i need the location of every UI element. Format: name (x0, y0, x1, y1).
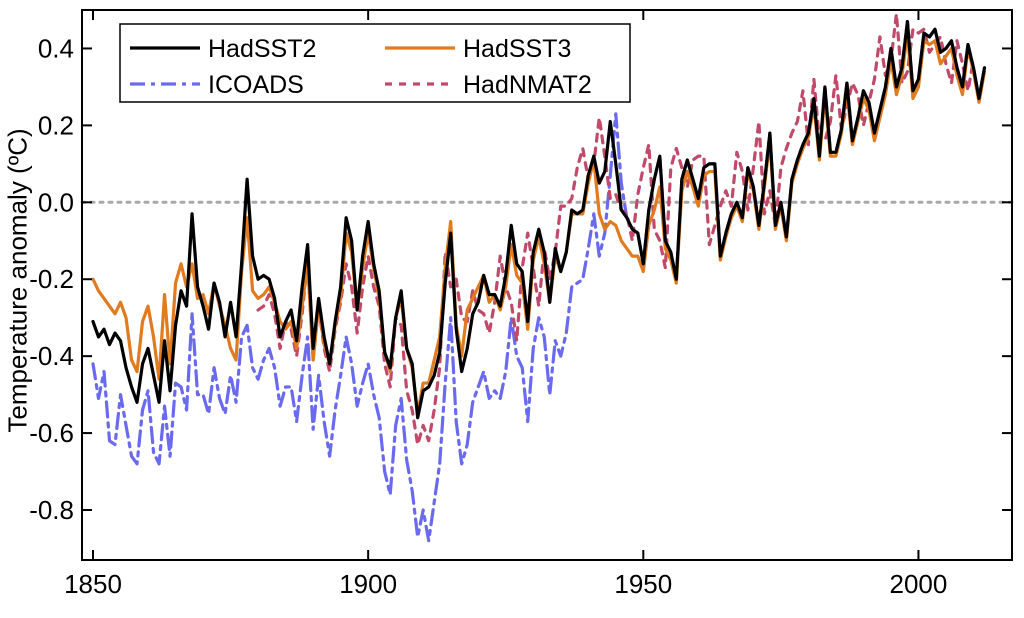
x-tick-label: 1900 (339, 569, 397, 599)
legend-label-icoads: ICOADS (208, 71, 304, 99)
y-tick-label: 0.2 (38, 110, 74, 140)
y-axis-label-text: Temperature anomaly (ºC) (3, 128, 34, 432)
y-tick-label: 0.0 (38, 187, 74, 217)
legend-label-hadnmat2: HadNMAT2 (463, 71, 592, 99)
x-tick-label: 2000 (890, 569, 948, 599)
x-tick-label: 1950 (614, 569, 672, 599)
legend-label-hadsst3: HadSST3 (463, 35, 571, 63)
chart-svg: 1850190019502000-0.8-0.6-0.4-0.20.00.20.… (0, 0, 1024, 618)
x-tick-label: 1850 (64, 569, 122, 599)
legend-label-hadsst2: HadSST2 (208, 35, 316, 63)
y-axis-label: Temperature anomaly (ºC) (0, 0, 36, 560)
temperature-anomaly-chart: Temperature anomaly (ºC) 1850 1900 1950 200… (0, 0, 1024, 618)
y-tick-label: 0.4 (38, 33, 74, 63)
